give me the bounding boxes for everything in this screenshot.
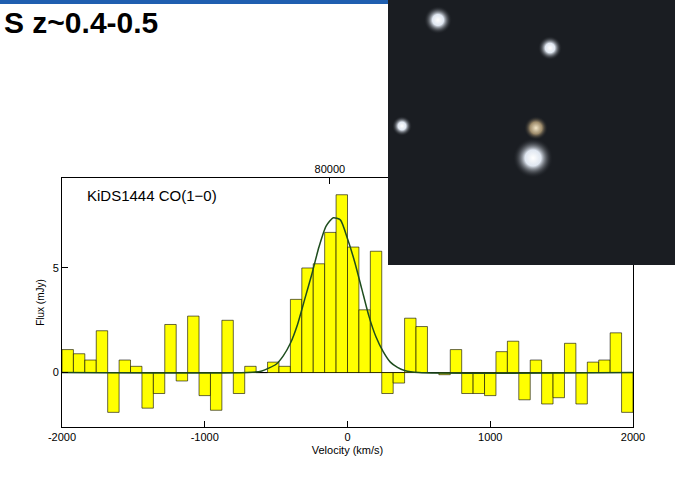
svg-text:1000: 1000 xyxy=(478,431,502,443)
svg-text:0: 0 xyxy=(344,431,350,443)
svg-text:2000: 2000 xyxy=(621,431,645,443)
html-text:S z~0.4-0.5: S z~0.4-0.5 xyxy=(4,6,159,39)
svg-text:-2000: -2000 xyxy=(48,431,76,443)
svg-text:5: 5 xyxy=(53,262,59,274)
svg-text:Velocity (km/s): Velocity (km/s) xyxy=(312,444,384,456)
svg-text:0: 0 xyxy=(53,366,59,378)
svg-text:Flux (mJy): Flux (mJy) xyxy=(35,279,46,326)
svg-text:KiDS1444 CO(1−0): KiDS1444 CO(1−0) xyxy=(87,187,217,204)
svg-text:-1000: -1000 xyxy=(191,431,219,443)
svg-text:80000: 80000 xyxy=(315,163,346,175)
